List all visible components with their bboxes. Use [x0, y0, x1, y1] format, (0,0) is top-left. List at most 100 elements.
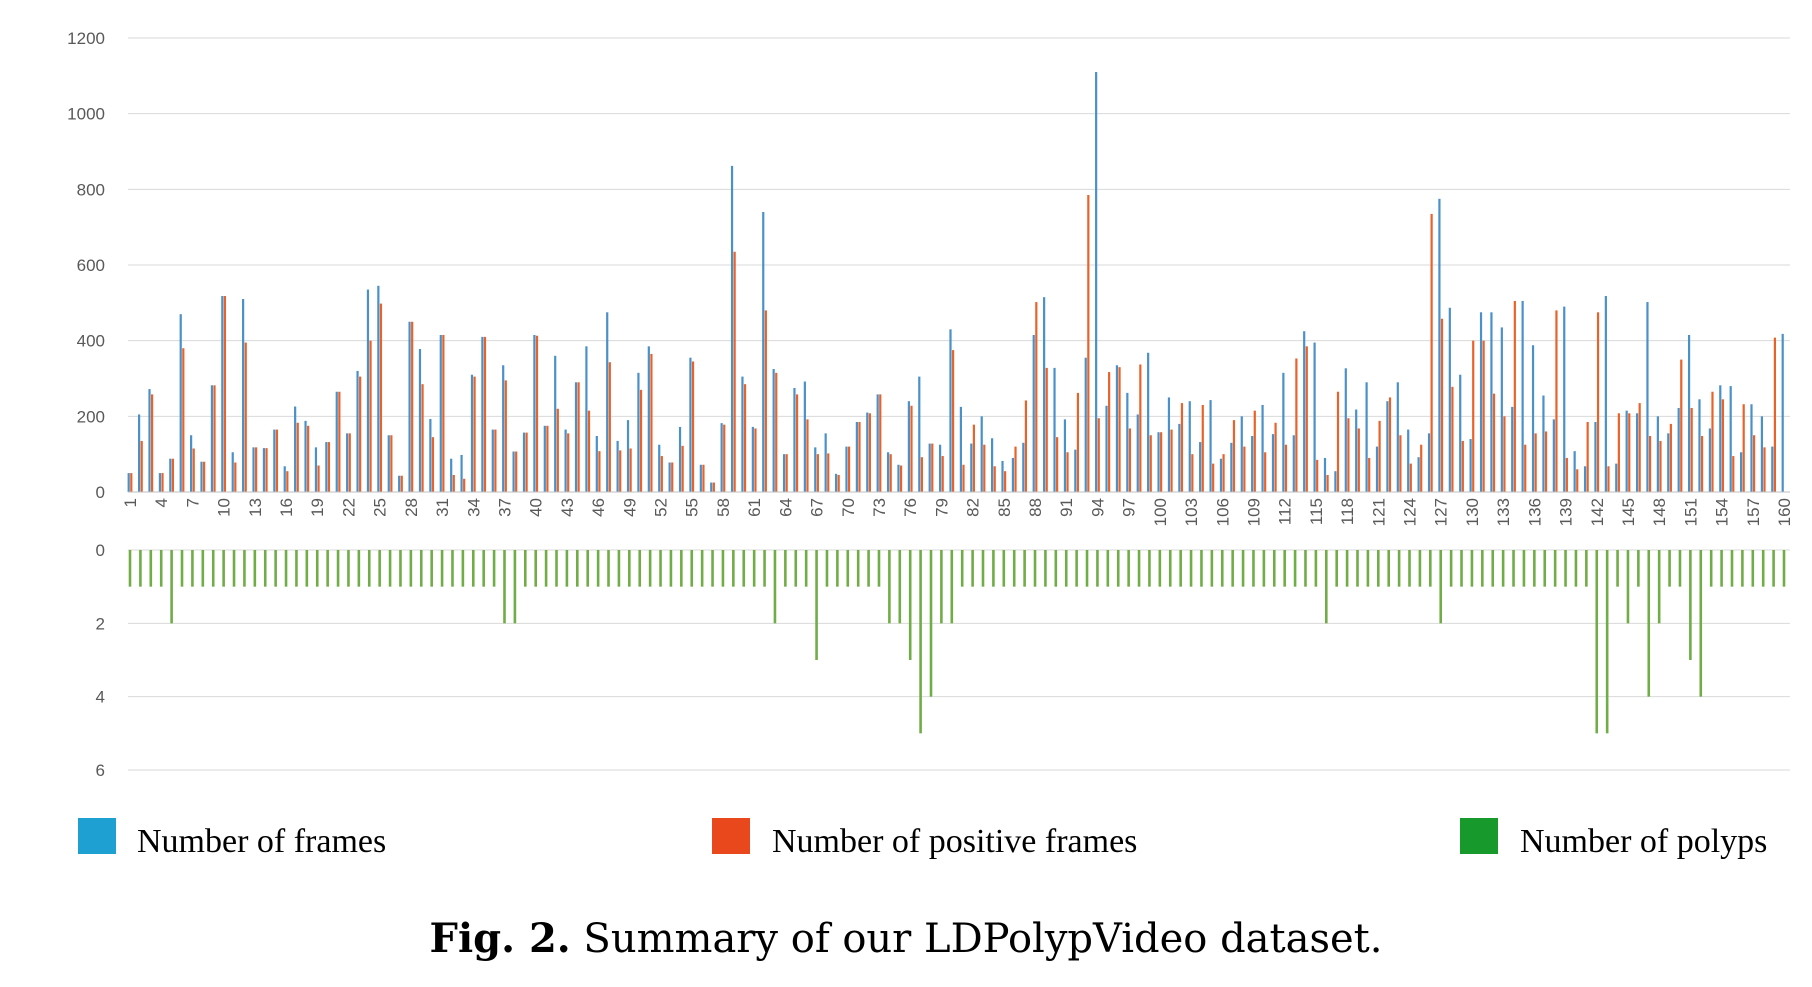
- bar-polyps: [523, 550, 527, 587]
- bar-positive-frames: [1076, 392, 1080, 492]
- bar-polyps: [1481, 550, 1484, 587]
- bar-frames: [1386, 401, 1389, 492]
- bar-frames: [1001, 460, 1004, 492]
- x-tick-label: 157: [1744, 498, 1763, 526]
- x-tick-label: 4: [152, 498, 171, 507]
- bar-frames: [1719, 385, 1722, 492]
- x-tick-label: 145: [1619, 498, 1638, 526]
- bar-frames: [1604, 296, 1607, 492]
- bar-polyps: [794, 550, 798, 587]
- bar-frames: [730, 165, 734, 493]
- x-tick-label: 115: [1307, 498, 1326, 525]
- bar-positive-frames: [660, 456, 663, 492]
- bar-polyps: [1377, 550, 1380, 587]
- bar-polyps: [1345, 550, 1349, 587]
- top-panel-bars: [127, 72, 1790, 493]
- bar-polyps: [638, 550, 642, 587]
- bar-positive-frames: [1212, 463, 1215, 492]
- bar-polyps: [1408, 550, 1411, 587]
- bar-positive-frames: [639, 389, 643, 492]
- x-tick-label: 67: [808, 498, 827, 517]
- bar-polyps: [1418, 550, 1422, 587]
- x-tick-label: 139: [1557, 498, 1576, 526]
- legend-swatch-polyps: [1460, 818, 1498, 854]
- bar-frames: [1271, 434, 1275, 492]
- bar-polyps: [1356, 550, 1359, 587]
- bar-polyps: [1647, 550, 1651, 697]
- bar-frames: [762, 212, 765, 493]
- bar-frames: [1178, 423, 1181, 492]
- bar-positive-frames: [847, 446, 851, 492]
- bar-positive-frames: [1700, 436, 1704, 492]
- bar-polyps: [1678, 550, 1682, 587]
- bar-frames: [845, 446, 848, 492]
- bar-polyps: [856, 550, 860, 587]
- bar-polyps: [1533, 550, 1536, 587]
- bar-frames: [1188, 401, 1191, 492]
- bar-frames: [1698, 399, 1701, 492]
- bar-frames: [918, 376, 921, 492]
- bar-positive-frames: [452, 474, 455, 492]
- bar-positive-frames: [608, 362, 611, 492]
- figure-caption-label: Fig. 2.: [429, 915, 571, 962]
- bar-frames: [242, 299, 245, 492]
- figure-caption: Fig. 2. Summary of our LDPolypVideo data…: [0, 915, 1812, 962]
- bar-positive-frames: [1056, 437, 1059, 492]
- top-panel-y-tick-labels: 0 200 400 600 800 1000 1200: [67, 29, 105, 502]
- bar-frames: [210, 385, 214, 492]
- bar-frames: [897, 464, 900, 492]
- bar-polyps: [1116, 550, 1120, 587]
- x-tick-label: 79: [932, 498, 951, 517]
- bar-frames: [814, 447, 817, 492]
- bar-polyps: [804, 550, 808, 587]
- bar-polyps: [347, 550, 350, 587]
- bar-polyps: [1741, 550, 1744, 587]
- bar-frames: [1355, 409, 1358, 492]
- bar-positive-frames: [1607, 466, 1610, 492]
- bar-polyps: [1512, 550, 1515, 587]
- bar-frames: [1043, 297, 1046, 492]
- bar-frames: [1500, 327, 1503, 492]
- bar-polyps: [711, 550, 714, 587]
- bar-positive-frames: [327, 442, 331, 492]
- bar-frames: [439, 334, 442, 492]
- bar-frames: [1084, 357, 1087, 492]
- bar-positive-frames: [1004, 471, 1007, 492]
- bar-frames: [1542, 395, 1545, 492]
- bar-frames: [1573, 451, 1576, 492]
- x-tick-label: 31: [433, 498, 452, 517]
- bar-positive-frames: [1721, 399, 1724, 492]
- bar-positive-frames: [1576, 469, 1579, 492]
- bar-polyps: [1293, 550, 1297, 587]
- bar-positive-frames: [1347, 418, 1350, 492]
- bar-polyps: [981, 550, 985, 587]
- bar-frames: [1053, 367, 1056, 492]
- bar-polyps: [1335, 550, 1338, 587]
- bar-polyps: [1148, 550, 1151, 587]
- bar-frames: [1303, 331, 1306, 492]
- bar-polyps: [784, 550, 787, 587]
- bar-polyps: [815, 550, 818, 660]
- bar-frames: [398, 475, 401, 492]
- bar-polyps: [867, 550, 870, 587]
- x-tick-label: 1: [121, 498, 140, 507]
- bar-positive-frames: [1326, 474, 1329, 492]
- bar-positive-frames: [1430, 213, 1433, 493]
- bar-frames: [980, 416, 983, 492]
- bar-positive-frames: [1024, 400, 1028, 492]
- legend-label-frames: Number of frames: [137, 823, 386, 860]
- bar-polyps: [929, 550, 933, 697]
- bar-polyps: [1106, 550, 1110, 587]
- bar-frames: [262, 448, 266, 492]
- bar-frames: [1469, 439, 1472, 492]
- bar-polyps: [659, 550, 662, 587]
- bar-polyps: [378, 550, 381, 587]
- bar-positive-frames: [1680, 359, 1683, 492]
- bar-polyps: [877, 550, 881, 587]
- bar-polyps: [430, 550, 433, 587]
- x-tick-label: 88: [1026, 498, 1045, 517]
- bar-positive-frames: [1565, 457, 1568, 492]
- bar-positive-frames: [213, 385, 216, 492]
- bar-polyps: [367, 550, 371, 587]
